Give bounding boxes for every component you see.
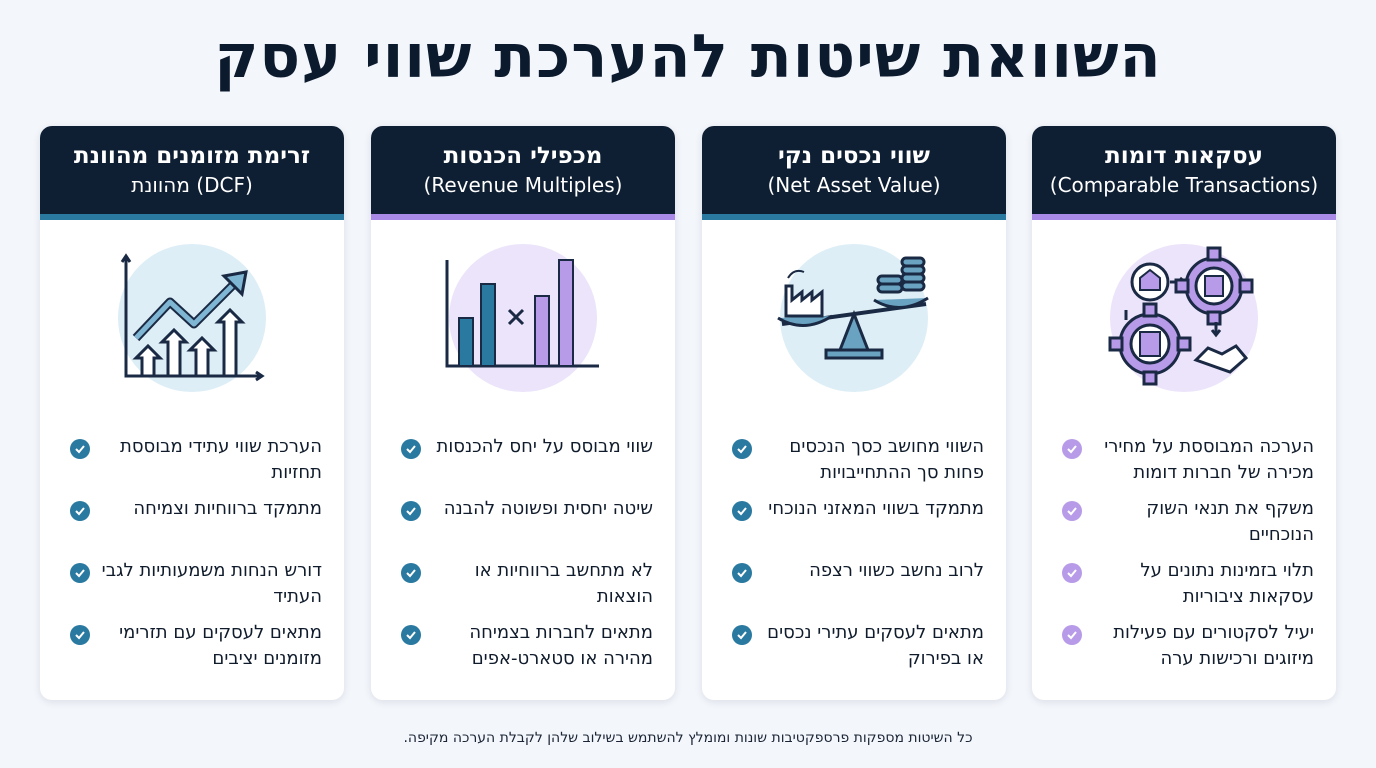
check-icon: [1062, 501, 1082, 521]
check-icon: [401, 625, 421, 645]
list-item-text: מתמקד בשווי המאזני הנוכחי: [768, 498, 984, 519]
list-item-text: דורש הנחות משמעותיות לגבי העתיד: [101, 560, 322, 607]
list-item-text: לא מתחשב ברווחיות או הוצאות: [474, 560, 653, 607]
card-feature-list: הערכת שווי עתידי מבוססת תחזיות מתמקד ברו…: [60, 434, 322, 682]
method-cards: עסקאות דומות (Comparable Transactions): [40, 126, 1336, 700]
list-item: משקף את תנאי השוק הנוכחיים: [1052, 496, 1314, 558]
check-icon: [401, 501, 421, 521]
check-icon: [401, 563, 421, 583]
card-subtitle: (Net Asset Value): [767, 173, 941, 197]
list-item-text: הערכת שווי עתידי מבוססת תחזיות: [120, 436, 322, 483]
card-feature-list: שווי מבוסס על יחס להכנסות שיטה יחסית ופש…: [391, 434, 653, 682]
card-accent-bar: [1032, 214, 1336, 220]
card-accent-bar: [40, 214, 344, 220]
page-title: השוואת שיטות להערכת שווי עסק: [214, 22, 1162, 92]
list-item-text: שווי מבוסס על יחס להכנסות: [436, 436, 653, 457]
card-subtitle: (DCF) מהוונת: [131, 173, 253, 197]
bar-multiply-icon: [443, 238, 603, 398]
list-item: מתאים לעסקים עם תזרימי מזומנים יציבים: [60, 620, 322, 682]
card-revenue-multiples: מכפילי הכנסות (Revenue Multiples) שווי מ…: [371, 126, 675, 700]
list-item: הערכת שווי עתידי מבוססת תחזיות: [60, 434, 322, 496]
list-item: לרוב נחשב כשווי רצפה: [722, 558, 984, 620]
check-icon: [401, 439, 421, 459]
check-icon: [70, 439, 90, 459]
card-header: זרימת מזומנים מהוונת (DCF) מהוונת: [40, 126, 344, 214]
balance-scale-icon: [774, 238, 934, 398]
list-item: תלוי בזמינות נתונים על עסקאות ציבוריות: [1052, 558, 1314, 620]
gears-handshake-icon: [1104, 238, 1264, 398]
list-item: הערכה המבוססת על מחירי מכירה של חברות דו…: [1052, 434, 1314, 496]
list-item: יעיל לסקטורים עם פעילות מיזוגים ורכישות …: [1052, 620, 1314, 682]
card-subtitle: (Revenue Multiples): [423, 173, 623, 197]
card-net-asset-value: שווי נכסים נקי (Net Asset Value): [702, 126, 1006, 700]
check-icon: [732, 501, 752, 521]
list-item: מתמקד בשווי המאזני הנוכחי: [722, 496, 984, 558]
list-item-text: יעיל לסקטורים עם פעילות מיזוגים ורכישות …: [1113, 622, 1314, 669]
check-icon: [70, 501, 90, 521]
list-item-text: מתאים לחברות בצמיחה מהירה או סטארט-אפים: [469, 622, 653, 669]
footer-note: כל השיטות מספקות פרספקטיבות שונות ומומלץ…: [403, 730, 973, 746]
list-item-text: מתאים לעסקים עתירי נכסים או בפירוק: [767, 622, 984, 669]
check-icon: [1062, 439, 1082, 459]
card-feature-list: הערכה המבוססת על מחירי מכירה של חברות דו…: [1052, 434, 1314, 682]
check-icon: [732, 439, 752, 459]
card-header: שווי נכסים נקי (Net Asset Value): [702, 126, 1006, 214]
list-item-text: לרוב נחשב כשווי רצפה: [809, 560, 984, 581]
list-item: שווי מבוסס על יחס להכנסות: [391, 434, 653, 496]
card-subtitle: (Comparable Transactions): [1049, 173, 1319, 197]
card-title: שווי נכסים נקי: [777, 143, 930, 169]
card-header: מכפילי הכנסות (Revenue Multiples): [371, 126, 675, 214]
list-item-text: תלוי בזמינות נתונים על עסקאות ציבוריות: [1140, 560, 1314, 607]
card-header: עסקאות דומות (Comparable Transactions): [1032, 126, 1336, 214]
card-accent-bar: [371, 214, 675, 220]
check-icon: [1062, 625, 1082, 645]
list-item: השווי מחושב כסך הנכסים פחות סך ההתחייבוי…: [722, 434, 984, 496]
check-icon: [1062, 563, 1082, 583]
check-icon: [732, 625, 752, 645]
list-item: מתאים לעסקים עתירי נכסים או בפירוק: [722, 620, 984, 682]
check-icon: [70, 625, 90, 645]
card-title: עסקאות דומות: [1105, 143, 1263, 169]
list-item-text: מתאים לעסקים עם תזרימי מזומנים יציבים: [119, 622, 322, 669]
list-item-text: מתמקד ברווחיות וצמיחה: [133, 498, 322, 519]
card-feature-list: השווי מחושב כסך הנכסים פחות סך ההתחייבוי…: [722, 434, 984, 682]
list-item: מתאים לחברות בצמיחה מהירה או סטארט-אפים: [391, 620, 653, 682]
list-item-text: שיטה יחסית ופשוטה להבנה: [443, 498, 653, 519]
list-item: לא מתחשב ברווחיות או הוצאות: [391, 558, 653, 620]
growth-chart-icon: [112, 238, 272, 398]
check-icon: [70, 563, 90, 583]
check-icon: [732, 563, 752, 583]
list-item-text: הערכה המבוססת על מחירי מכירה של חברות דו…: [1104, 436, 1314, 483]
card-accent-bar: [702, 214, 1006, 220]
card-title: מכפילי הכנסות: [443, 143, 603, 169]
list-item: שיטה יחסית ופשוטה להבנה: [391, 496, 653, 558]
list-item-text: השווי מחושב כסך הנכסים פחות סך ההתחייבוי…: [789, 436, 984, 483]
card-comparable-transactions: עסקאות דומות (Comparable Transactions): [1032, 126, 1336, 700]
list-item: דורש הנחות משמעותיות לגבי העתיד: [60, 558, 322, 620]
card-dcf: זרימת מזומנים מהוונת (DCF) מהוונת: [40, 126, 344, 700]
list-item-text: משקף את תנאי השוק הנוכחיים: [1146, 498, 1314, 545]
card-title: זרימת מזומנים מהוונת: [73, 143, 311, 169]
list-item: מתמקד ברווחיות וצמיחה: [60, 496, 322, 558]
